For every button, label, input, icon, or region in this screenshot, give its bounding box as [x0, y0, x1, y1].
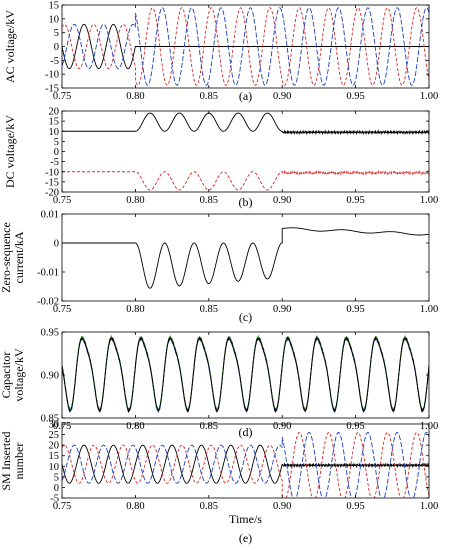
ytick-label-a: 15 [49, 1, 60, 12]
plot-frame-c [61, 213, 430, 302]
xtick-label-c: 0.80 [126, 304, 144, 315]
panel-c: -0.02 -0.01 0 0.01 0.75 0.80 0.85 0.90 0.95 1.00 Z… [0, 210, 438, 325]
ytick-label-a: 10 [49, 14, 60, 25]
ytick-label-c: -0.02 [37, 297, 59, 308]
ytick-label-b: 20 [49, 107, 60, 118]
series-e-0 [62, 444, 429, 484]
ytick-label-a: -10 [45, 70, 59, 81]
xtick-label-c: 0.85 [200, 304, 218, 315]
panel-label-d: (d) [239, 425, 253, 439]
plot-frame-e [61, 423, 430, 499]
ytick-label-d: 0.90 [41, 371, 59, 382]
ytick-label-e: 15 [49, 451, 60, 462]
xtick-label-b: 0.90 [273, 195, 291, 206]
ytick-label-e: 30 [49, 420, 60, 431]
ytick-label-b: 0 [54, 147, 59, 158]
ytick-label-b: 10 [49, 127, 60, 138]
xtick-label-c: 0.90 [273, 304, 291, 315]
panel-label-c: (c) [239, 310, 252, 324]
panel-label-b: (b) [239, 195, 253, 209]
ytick-label-c: 0 [54, 239, 59, 250]
panel-label-e: (e) [239, 531, 252, 545]
ytick-label-e: 5 [54, 472, 59, 483]
series-a-2 [62, 7, 429, 86]
series-b-0 [62, 112, 429, 136]
plot-frame-b [61, 110, 430, 193]
y-axis-label-d: Capacitorvoltage/kV [0, 348, 26, 402]
xtick-label-a: 0.75 [53, 91, 71, 102]
xtick-label-e: 0.90 [273, 501, 291, 512]
xtick-label-e: 0.85 [200, 501, 218, 512]
panel-label-a: (a) [239, 89, 252, 103]
series-d-3 [62, 335, 429, 414]
y-axis-label-c: Zero-sequencecurrent/kA [0, 222, 26, 293]
xtick-label-c: 1.00 [420, 304, 438, 315]
ytick-label-b: -20 [45, 188, 59, 199]
xtick-label-b: 0.75 [53, 195, 71, 206]
y-axis-label-a: AC voltage/kV [3, 10, 17, 83]
x-axis-label-e: Time/s [229, 512, 262, 526]
ytick-label-e: 25 [49, 430, 60, 441]
xtick-label-a: 0.80 [126, 91, 144, 102]
xtick-label-b: 0.95 [346, 195, 364, 206]
ytick-label-b: -5 [50, 157, 59, 168]
xtick-label-e: 0.80 [126, 501, 144, 512]
series-c-0 [62, 227, 429, 289]
ytick-label-a: -15 [45, 84, 59, 95]
xtick-label-b: 1.00 [420, 195, 438, 206]
xtick-label-b: 0.85 [200, 195, 218, 206]
ytick-label-c: 0.01 [41, 210, 59, 221]
y-axis-label-e: SM Insertednumber [0, 432, 26, 491]
ytick-label-e: 20 [49, 441, 60, 452]
ytick-label-b: -10 [45, 167, 59, 178]
ytick-label-b: 15 [49, 117, 60, 128]
series-b-1 [62, 169, 429, 191]
ytick-label-b: -15 [45, 177, 59, 188]
xtick-label-e: 1.00 [420, 501, 438, 512]
plot-frame-d [61, 331, 430, 419]
ytick-label-b: 5 [54, 137, 59, 148]
ytick-label-d: 0.95 [41, 328, 59, 339]
xtick-label-a: 1.00 [420, 91, 438, 102]
ytick-label-d: 0.85 [41, 414, 59, 425]
panel-a: -15 -10 -5 0 5 10 15 0.75 0.80 0.85 0.90 0.95 1.00 AC… [3, 1, 438, 104]
series-a-0 [62, 23, 429, 70]
ytick-label-e: 10 [49, 462, 60, 473]
ytick-label-a: 5 [54, 28, 59, 39]
xtick-label-a: 0.90 [273, 91, 291, 102]
xtick-label-b: 0.80 [126, 195, 144, 206]
ytick-label-a: -5 [50, 56, 59, 67]
series-d-2 [62, 334, 429, 413]
series-e-2 [62, 432, 429, 498]
xtick-label-e: 0.95 [346, 501, 364, 512]
ytick-label-c: -0.01 [37, 268, 59, 279]
xtick-label-c: 0.75 [53, 304, 71, 315]
xtick-label-a: 0.85 [200, 91, 218, 102]
ytick-label-e: 0 [54, 483, 59, 494]
series-e-1 [62, 432, 429, 498]
ytick-label-a: 0 [54, 42, 59, 53]
panel-d: 0.850.900.950.75 0.80 0.85 0.90 0.95 1.00Capa… [0, 328, 438, 440]
xtick-label-e: 0.75 [53, 501, 71, 512]
xtick-label-a: 0.95 [346, 91, 364, 102]
xtick-label-c: 0.95 [346, 304, 364, 315]
y-axis-label-b: DC voltage/kV [3, 115, 17, 188]
ytick-label-e: -5 [50, 494, 59, 505]
